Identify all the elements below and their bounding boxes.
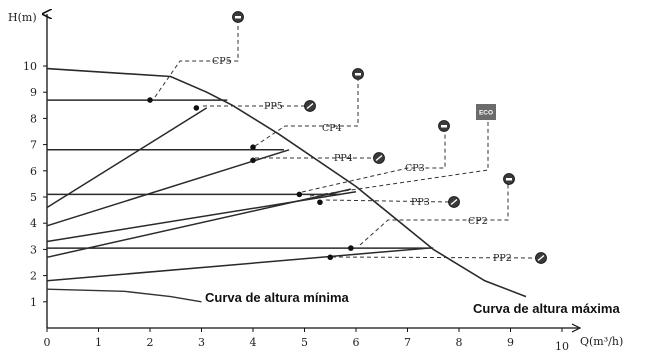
leader-cp5 [154, 24, 239, 98]
cp-mode-glyph [355, 73, 361, 76]
y-tick-label: 7 [30, 139, 37, 152]
pp-mode-glyph [450, 198, 458, 206]
x-tick-label: 2 [147, 336, 154, 349]
curve-pp2 [46, 247, 429, 282]
marker-pp3 [317, 199, 323, 206]
eco-badge-icon [476, 104, 496, 120]
x-tick-label: 1 [95, 336, 102, 349]
label-pp3: PP3 [411, 197, 430, 208]
marker-pp2 [327, 254, 334, 261]
curve-pp5 [46, 107, 208, 209]
label-pp4: PP4 [334, 153, 353, 164]
marker-cp5 [147, 97, 153, 103]
leader-pp3 [325, 199, 451, 203]
marker-cp4 [250, 144, 256, 151]
y-tick-label: 4 [30, 217, 37, 230]
marker-cp3 [296, 191, 303, 198]
curve-pp4 [46, 149, 290, 227]
pp-mode-glyph [537, 254, 545, 262]
label-cp2: CP2 [468, 216, 488, 227]
y-axis-label: H(m) [8, 11, 37, 24]
cp-mode-glyph [441, 125, 447, 128]
marker-pp5 [193, 105, 200, 111]
label-pp2: PP2 [493, 253, 512, 264]
pp-mode-glyph [306, 102, 314, 110]
label-cp3: CP3 [405, 163, 425, 174]
x-tick-label: 9 [507, 336, 514, 349]
marker-pp4 [250, 157, 256, 164]
x-tick-label: 3 [198, 336, 205, 349]
x-axis-label: Q(m³/h) [580, 335, 623, 348]
curve-eco [46, 191, 357, 243]
x-axis-arrow-icon [571, 323, 582, 333]
cp-mode-glyph [506, 178, 512, 181]
y-tick-label: 1 [30, 296, 37, 309]
y-tick-label: 5 [30, 191, 37, 204]
marker-cp2 [348, 245, 354, 251]
x-tick-label: 6 [353, 336, 360, 349]
x-tick-label: 10 [555, 340, 569, 352]
y-tick-label: 3 [30, 243, 37, 256]
y-tick-label: 6 [30, 165, 37, 178]
leader-cp2 [359, 184, 509, 246]
x-tick-label: 7 [404, 336, 411, 349]
label-cp5: CP5 [212, 56, 232, 67]
eco-badge-label: ECO [479, 110, 493, 117]
label-pp5: PP5 [264, 101, 283, 112]
min-height-curve [46, 288, 202, 303]
x-tick-label: 5 [301, 336, 308, 349]
x-tick-label: 4 [250, 336, 257, 349]
leader-pp2 [331, 256, 537, 259]
leader-cp4 [254, 80, 359, 147]
leader-cp3 [301, 132, 446, 193]
pp-mode-glyph [375, 154, 383, 162]
max-curve-label: Curva de altura máxima [473, 301, 620, 316]
leader-eco [309, 120, 489, 197]
label-cp4: CP4 [322, 123, 342, 134]
x-tick-label: 8 [456, 336, 463, 349]
min-curve-label: Curva de altura mínima [205, 290, 350, 305]
y-tick-label: 9 [30, 86, 37, 99]
y-tick-label: 10 [23, 60, 37, 73]
y-tick-label: 8 [30, 112, 37, 125]
max-height-curve [46, 67, 527, 298]
y-tick-label: 2 [30, 270, 37, 283]
x-tick-label: 0 [44, 336, 51, 349]
cp-mode-glyph [235, 16, 241, 19]
